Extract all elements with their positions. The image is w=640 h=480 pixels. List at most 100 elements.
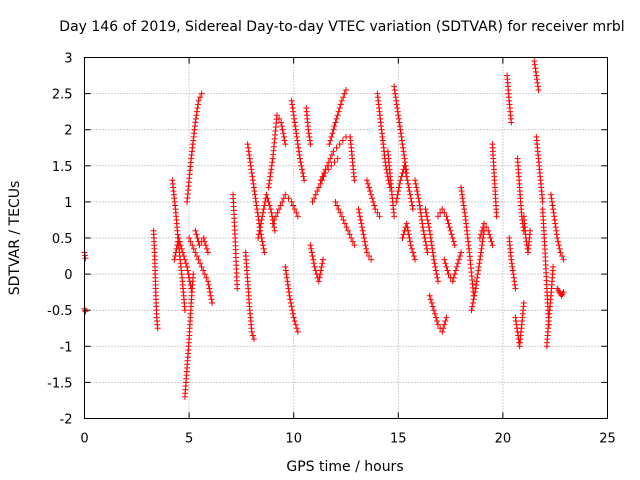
data-point: [205, 281, 212, 288]
data-point: [426, 292, 433, 299]
data-point: [459, 191, 466, 198]
data-point: [433, 271, 440, 278]
data-point: [364, 180, 371, 187]
data-point: [378, 123, 385, 130]
data-point: [294, 213, 301, 220]
data-point: [343, 86, 349, 93]
data-point: [296, 151, 303, 158]
data-point: [509, 267, 516, 274]
data-point: [551, 216, 558, 223]
data-point: [343, 224, 350, 231]
data-point: [516, 180, 523, 187]
data-point: [193, 231, 200, 238]
data-point: [331, 159, 338, 166]
data-point: [448, 231, 455, 238]
data-point: [336, 105, 343, 112]
data-point: [184, 263, 191, 270]
data-point: [427, 231, 434, 238]
data-point: [172, 253, 179, 260]
data-point: [430, 253, 437, 260]
data-point: [555, 238, 562, 245]
data-point: [510, 274, 517, 281]
data-point: [248, 325, 255, 332]
data-point: [247, 162, 254, 169]
data-point: [282, 141, 289, 148]
data-point: [395, 188, 402, 195]
data-point: [412, 256, 419, 263]
data-point: [417, 206, 424, 213]
data-point: [508, 260, 515, 267]
data-point: [299, 166, 306, 173]
data-point: [512, 318, 519, 325]
data-point: [335, 206, 342, 213]
data-point: [317, 177, 324, 184]
x-tick-label: 25: [599, 432, 616, 447]
data-point: [391, 86, 398, 93]
data-point: [194, 105, 201, 112]
data-point: [287, 299, 294, 306]
data-point: [434, 274, 441, 281]
data-point: [509, 263, 516, 270]
data-point: [185, 339, 192, 346]
data-point: [397, 130, 404, 137]
data-point: [539, 195, 546, 202]
data-point: [545, 318, 552, 325]
data-point: [432, 263, 439, 270]
data-point: [386, 166, 393, 173]
data-point: [198, 263, 205, 270]
data-point: [319, 173, 326, 180]
data-point: [449, 235, 456, 241]
data-point: [432, 314, 439, 321]
data-point: [289, 307, 296, 314]
data-point: [399, 235, 406, 241]
data-point: [458, 249, 465, 256]
data-point: [472, 289, 479, 296]
data-point: [485, 227, 492, 234]
data-point: [547, 296, 554, 303]
data-point: [204, 249, 211, 256]
data-point: [294, 328, 301, 335]
data-point: [337, 209, 344, 216]
data-point: [337, 101, 344, 108]
data-point: [459, 195, 466, 202]
data-point: [203, 274, 210, 281]
data-point: [392, 90, 399, 97]
data-point: [469, 299, 476, 306]
data-point: [306, 137, 313, 144]
data-point: [290, 112, 297, 119]
data-point: [288, 303, 295, 310]
data-point: [328, 151, 335, 158]
data-point: [201, 238, 208, 245]
data-point: [395, 115, 402, 122]
data-point: [82, 255, 89, 262]
data-point: [355, 206, 362, 213]
data-point: [535, 86, 542, 93]
data-point: [450, 274, 457, 281]
data-point: [537, 173, 544, 180]
data-point: [183, 368, 190, 375]
data-point: [261, 202, 268, 209]
data-point: [172, 202, 179, 209]
data-point: [301, 177, 308, 184]
data-point: [327, 155, 334, 162]
data-point: [488, 238, 495, 245]
data-point: [280, 133, 287, 140]
data-point: [418, 213, 425, 220]
data-point: [250, 180, 257, 187]
data-point: [511, 281, 518, 288]
data-point: [207, 292, 214, 299]
data-point: [427, 296, 434, 303]
data-point: [419, 224, 426, 231]
data-point: [283, 271, 290, 278]
data-point: [336, 141, 343, 148]
data-point: [430, 256, 437, 263]
data-point: [277, 202, 284, 209]
data-point: [452, 267, 459, 274]
data-point: [285, 285, 292, 292]
data-point: [340, 216, 347, 223]
data-point: [416, 198, 423, 205]
data-point: [356, 213, 363, 220]
data-point: [293, 325, 300, 332]
data-point: [360, 231, 367, 238]
data-point: [267, 173, 274, 180]
